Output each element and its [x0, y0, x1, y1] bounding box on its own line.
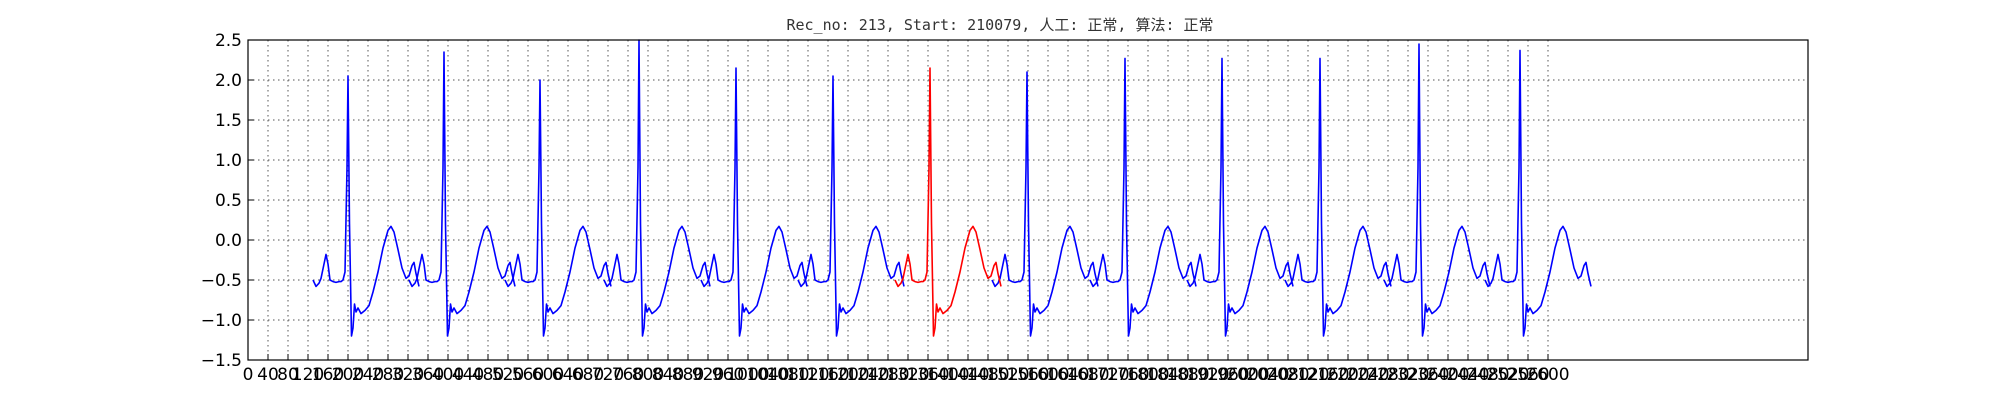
x-tick-label: 2520: [1486, 365, 1529, 385]
x-tick-label: 1680: [1066, 365, 1109, 385]
x-tick-label: 1760: [1106, 365, 1149, 385]
ecg-beat-line: [603, 39, 711, 337]
x-tick-label: 1360: [906, 365, 949, 385]
ecg-beat-line: [1089, 57, 1197, 337]
y-tick-label: 2.5: [215, 31, 242, 51]
x-tick-label: 480: [472, 365, 504, 385]
y-tick-label: 0.0: [215, 231, 242, 251]
x-axis: 0 408012016020024028032036040044048052056…: [243, 354, 1570, 385]
ecg-beat-line: [1186, 57, 1294, 337]
x-tick-label: 200: [332, 365, 364, 385]
x-tick-label: 1240: [846, 365, 889, 385]
ecg-beat-line: [1484, 49, 1592, 337]
x-tick-label: 320: [392, 365, 424, 385]
y-tick-label: −1.5: [201, 351, 242, 371]
x-tick-label: 1560: [1006, 365, 1049, 385]
x-tick-label: 2280: [1366, 365, 1409, 385]
x-tick-label: 2240: [1346, 365, 1389, 385]
x-tick-label: 280: [372, 365, 404, 385]
x-tick-label: 360: [412, 365, 444, 385]
x-tick-label: 760: [612, 365, 644, 385]
y-tick-label: −1.0: [201, 311, 242, 331]
y-tick-label: 1.5: [215, 111, 242, 131]
x-tick-label: 40: [257, 365, 279, 385]
ecg-beat-line: [797, 75, 905, 337]
x-tick-label: 840: [652, 365, 684, 385]
x-tick-label: 240: [352, 365, 384, 385]
y-tick-label: −0.5: [201, 271, 242, 291]
x-tick-label: 2120: [1286, 365, 1329, 385]
x-tick-label: 600: [532, 365, 564, 385]
x-tick-label: 1480: [966, 365, 1009, 385]
x-tick-label: 2480: [1466, 365, 1509, 385]
ecg-beat-line: [408, 51, 516, 337]
grid: [247, 39, 1808, 361]
x-tick-label: 2160: [1306, 365, 1349, 385]
x-tick-label: 560: [512, 365, 544, 385]
x-tick-label: 640: [552, 365, 584, 385]
x-tick-label: 2200: [1326, 365, 1369, 385]
x-tick-label: 1200: [826, 365, 869, 385]
ecg-beat-line: [700, 67, 808, 337]
x-tick-label: 1320: [886, 365, 929, 385]
x-tick-label: 1880: [1166, 365, 1209, 385]
y-tick-label: 0.5: [215, 191, 242, 211]
x-tick-label: 1800: [1126, 365, 1169, 385]
x-tick-label: 1400: [926, 365, 969, 385]
x-tick-label: 1840: [1146, 365, 1189, 385]
x-tick-label: 1640: [1046, 365, 1089, 385]
x-tick-label: 2600: [1526, 365, 1569, 385]
x-tick-label: 1160: [806, 365, 849, 385]
x-tick-label: 920: [692, 365, 724, 385]
y-axis: 2.5 2.0 1.5 1.0 0.5 0.0 −0.5 −1.0 −1.5: [201, 31, 254, 371]
ecg-beat-line: [504, 79, 612, 337]
x-tick-label: 680: [572, 365, 604, 385]
y-tick-label: 2.0: [215, 71, 242, 91]
x-tick-label: 1120: [786, 365, 829, 385]
x-tick-label: 800: [632, 365, 664, 385]
y-tick-label: 1.0: [215, 151, 242, 171]
x-tick-label: 2400: [1426, 365, 1469, 385]
x-tick-label: 1440: [946, 365, 989, 385]
x-tick-label: 880: [672, 365, 704, 385]
x-tick-label: 0: [243, 365, 254, 385]
x-tick-label: 1080: [766, 365, 809, 385]
x-tick-label: 1720: [1086, 365, 1129, 385]
highlighted-beat-line: [894, 67, 1002, 337]
x-tick-label: 160: [312, 365, 344, 385]
x-tick-label: 80: [277, 365, 299, 385]
x-tick-label: 1040: [746, 365, 789, 385]
x-tick-label: 1280: [866, 365, 909, 385]
x-tick-label: 2360: [1406, 365, 1449, 385]
x-tick-label: 1960: [1206, 365, 1249, 385]
x-tick-label: 960: [712, 365, 744, 385]
x-tick-label: 2440: [1446, 365, 1489, 385]
x-tick-label: 1920: [1186, 365, 1229, 385]
x-tick-label: 2080: [1266, 365, 1309, 385]
x-tick-label: 2040: [1246, 365, 1289, 385]
x-tick-label: 440: [452, 365, 484, 385]
chart-title: Rec_no: 213, Start: 210079, 人工: 正常, 算法: …: [786, 16, 1213, 34]
ecg-beat-line: [991, 71, 1099, 337]
x-tick-label: 2560: [1506, 365, 1549, 385]
x-tick-label: 720: [592, 365, 624, 385]
ecg-beat-line: [1284, 57, 1392, 337]
x-tick-label: 520: [492, 365, 524, 385]
x-tick-label: 2320: [1386, 365, 1429, 385]
ecg-beat-line: [312, 75, 420, 337]
x-tick-label: 120: [292, 365, 324, 385]
ecg-beat-line: [1383, 43, 1491, 337]
x-tick-label: 1520: [986, 365, 1029, 385]
x-tick-label: 400: [432, 365, 464, 385]
x-tick-label: 1000: [726, 365, 769, 385]
series-layer: [312, 39, 1592, 337]
x-tick-label: 2000: [1226, 365, 1269, 385]
x-tick-label: 1600: [1026, 365, 1069, 385]
